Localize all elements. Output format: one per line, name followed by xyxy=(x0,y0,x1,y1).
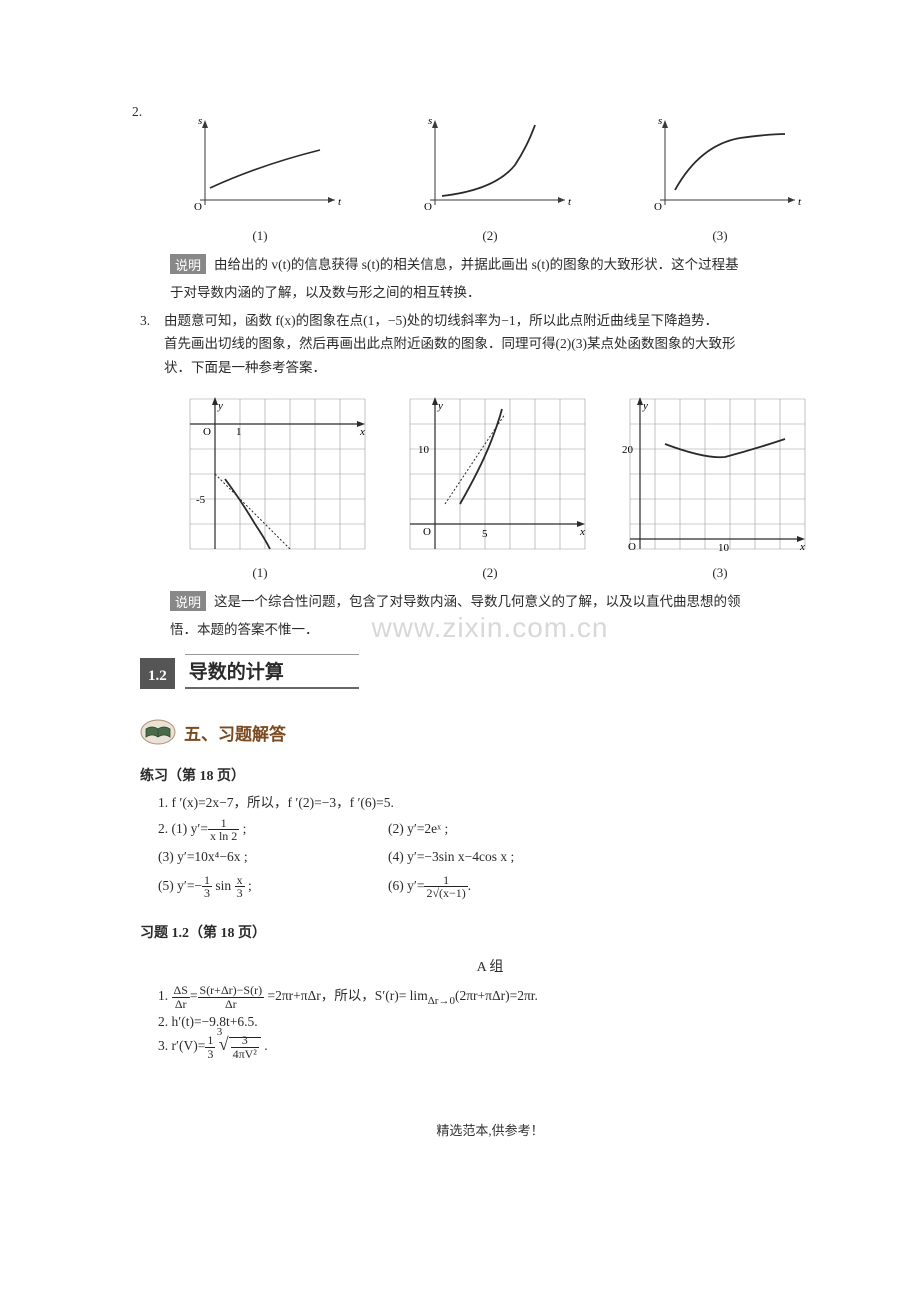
explain-badge-2: 说明 xyxy=(170,591,206,611)
q3-line1: 由题意可知，函数 f(x)的图象在点(1，−5)处的切线斜率为−1，所以此点附近… xyxy=(164,309,840,333)
svg-text:O: O xyxy=(423,526,431,538)
q3-line2: 首先画出切线的图象，然后再画出此点附近函数的图象．同理可得(2)(3)某点处函数… xyxy=(164,332,840,356)
svg-text:t: t xyxy=(338,196,342,208)
section-title: 导数的计算 xyxy=(185,654,359,689)
svg-text:y: y xyxy=(217,400,223,412)
svg-text:y: y xyxy=(642,400,648,412)
explain-text-1b: 于对导数内涵的了解，以及数与形之间的相互转换． xyxy=(170,281,840,305)
q3-grid-1: y x O 1 -5 xyxy=(170,389,370,559)
exercise-heading: 习题 1.2（第 18 页） xyxy=(140,922,840,942)
group-a-label: A 组 xyxy=(140,956,840,976)
svg-text:s: s xyxy=(198,115,202,127)
q3-grid-3: y x O 10 20 xyxy=(610,389,810,559)
q3-grid-2: y x O 5 10 xyxy=(390,389,590,559)
q2-graph-2: s t O xyxy=(400,110,580,220)
svg-text:s: s xyxy=(658,115,662,127)
exercise-a2: 2. h′(t)=−9.8t+6.5. xyxy=(158,1014,840,1030)
practice-1: 1. f ′(x)=2x−7，所以，f ′(2)=−3，f ′(6)=5. xyxy=(158,791,840,811)
practice-2: 2. (1) y′=1x ln 2 ; (3) y′=10x⁴−6x ; (5)… xyxy=(158,815,840,900)
svg-text:1: 1 xyxy=(236,426,242,438)
svg-text:x: x xyxy=(579,526,585,538)
grid-label-1: (1) xyxy=(170,565,350,581)
exercise-a3: 3. r′(V)=13 3 √34πV² . xyxy=(158,1034,840,1060)
svg-text:10: 10 xyxy=(718,542,730,554)
svg-text:20: 20 xyxy=(622,444,634,456)
svg-text:5: 5 xyxy=(482,528,488,540)
section-header: 1.2 导数的计算 xyxy=(140,654,840,689)
question-number-3: 3. xyxy=(140,309,164,380)
svg-text:O: O xyxy=(628,541,636,553)
grid-label-3: (3) xyxy=(630,565,810,581)
q3-graph-labels: (1) (2) (3) xyxy=(170,565,810,581)
page-footer: 精选范本,供参考！ xyxy=(140,1120,840,1139)
label-1: (1) xyxy=(170,228,350,244)
practice-heading: 练习（第 18 页） xyxy=(140,765,840,785)
svg-text:O: O xyxy=(654,201,662,213)
svg-text:10: 10 xyxy=(418,444,430,456)
label-3: (3) xyxy=(630,228,810,244)
q2-explain: 说明 由给出的 v(t)的信息获得 s(t)的相关信息，并据此画出 s(t)的图… xyxy=(170,254,840,277)
label-2: (2) xyxy=(400,228,580,244)
q2-graph-3: s t O xyxy=(630,110,810,220)
explain-text-1: 由给出的 v(t)的信息获得 s(t)的相关信息，并据此画出 s(t)的图象的大… xyxy=(214,257,739,272)
svg-text:x: x xyxy=(359,426,365,438)
p2-1: 2. (1) y′=1x ln 2 ; xyxy=(158,815,388,843)
p2-6: (6) y′=12√(x−1). xyxy=(388,872,514,900)
q3-explain: 说明 这是一个综合性问题，包含了对导数内涵、导数几何意义的了解，以及以直代曲思想… xyxy=(170,591,840,614)
grid-label-2: (2) xyxy=(400,565,580,581)
svg-text:-5: -5 xyxy=(196,494,206,506)
q2-graph-labels: (1) (2) (3) xyxy=(170,228,810,244)
subsection-header: 五、习题解答 xyxy=(140,719,840,745)
p2-2: (2) y′=2eˣ ; xyxy=(388,815,514,843)
svg-text:x: x xyxy=(799,541,805,553)
q3-grids-row: y x O 1 -5 y x xyxy=(170,389,810,559)
p2-5: (5) y′=−13 sin x3 ; xyxy=(158,872,388,900)
svg-text:t: t xyxy=(798,196,802,208)
svg-text:O: O xyxy=(194,201,202,213)
p2-3: (3) y′=10x⁴−6x ; xyxy=(158,843,388,871)
subsection-title: 五、习题解答 xyxy=(184,720,286,745)
svg-text:y: y xyxy=(437,400,443,412)
explain2-b: 悟．本题的答案不惟一． xyxy=(170,618,840,642)
book-icon xyxy=(140,719,176,745)
question-number-2: 2. xyxy=(132,100,142,124)
svg-text:s: s xyxy=(428,115,432,127)
q2-graph-1: s t O xyxy=(170,110,350,220)
exercise-a1: 1. ΔSΔr=S(r+Δr)−S(r)Δr =2πr+πΔr，所以，S′(r)… xyxy=(158,984,840,1010)
section-number: 1.2 xyxy=(140,658,175,689)
q2-graphs-row: s t O s t O s t O xyxy=(170,110,810,220)
svg-text:O: O xyxy=(203,426,211,438)
svg-text:O: O xyxy=(424,201,432,213)
explain-badge: 说明 xyxy=(170,254,206,274)
explain2-a: 这是一个综合性问题，包含了对导数内涵、导数几何意义的了解，以及以直代曲思想的领 xyxy=(214,594,741,609)
q3-line3: 状．下面是一种参考答案． xyxy=(164,356,840,380)
p2-4: (4) y′=−3sin x−4cos x ; xyxy=(388,843,514,871)
svg-text:t: t xyxy=(568,196,572,208)
